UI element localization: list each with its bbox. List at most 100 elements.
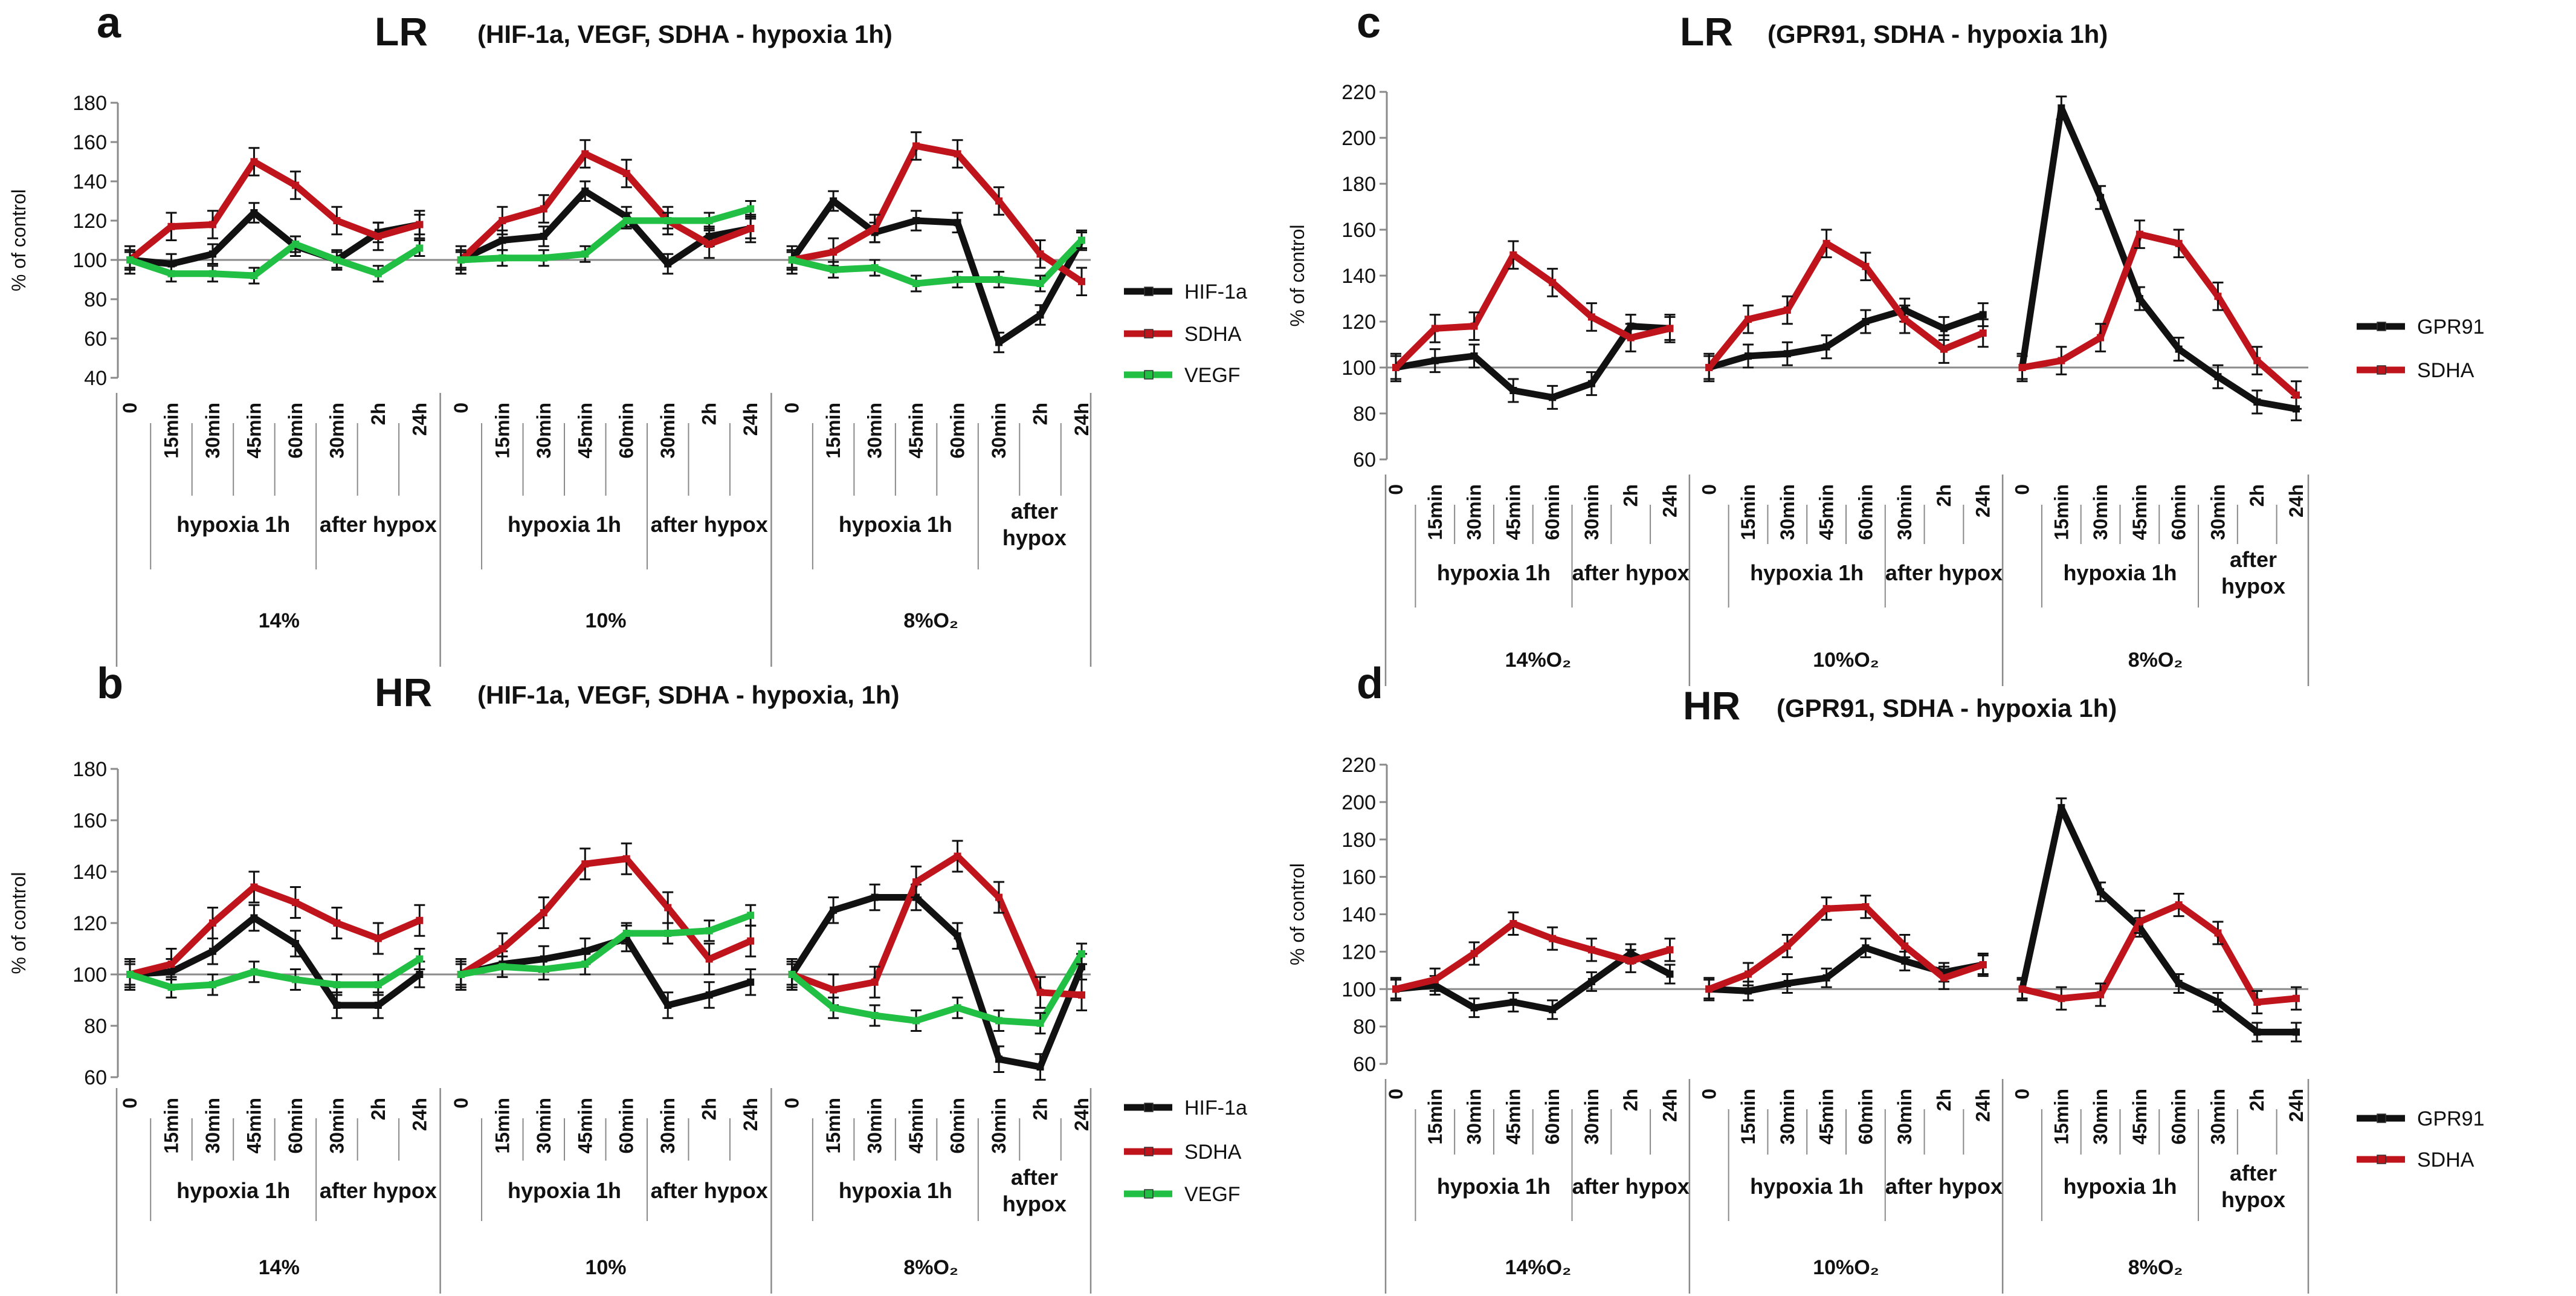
- x-tick-label: 2h: [2246, 1089, 2268, 1111]
- panel-title: (HIF-1a, VEGF, SDHA - hypoxia 1h): [477, 20, 893, 48]
- data-point: [664, 217, 672, 224]
- data-point: [1822, 343, 1830, 351]
- series-gpr91: [1390, 797, 2302, 1043]
- data-point: [1822, 974, 1830, 982]
- data-point: [995, 1055, 1003, 1063]
- y-tick-label: 160: [1341, 866, 1376, 889]
- data-point: [540, 254, 547, 262]
- x-tick-label: 30min: [1777, 484, 1798, 540]
- x-tick-label: 30min: [1581, 484, 1603, 540]
- data-point: [333, 1002, 341, 1009]
- data-point: [1549, 279, 1557, 287]
- data-point: [581, 860, 589, 868]
- data-point: [2058, 994, 2065, 1002]
- x-tick-label: 0: [1385, 484, 1407, 495]
- x-tick-label: 30min: [657, 1098, 679, 1153]
- y-tick-label: 40: [84, 367, 107, 390]
- data-point: [1862, 262, 1870, 270]
- series-line: [126, 915, 423, 1009]
- data-point: [457, 256, 465, 264]
- data-point: [912, 142, 920, 150]
- data-point: [2253, 357, 2261, 364]
- data-point: [499, 217, 506, 224]
- data-point: [954, 932, 961, 940]
- panel-group-label: LR: [375, 9, 428, 54]
- data-point: [1901, 942, 1909, 950]
- condition-label: 14%: [259, 1256, 300, 1279]
- data-point: [1431, 357, 1439, 364]
- data-point: [1745, 970, 1752, 978]
- panel-title: (HIF-1a, VEGF, SDHA - hypoxia, 1h): [477, 681, 900, 709]
- x-tick-label: 0: [2012, 1089, 2033, 1100]
- x-tick-label: 24h: [740, 1098, 761, 1131]
- data-point: [1470, 352, 1478, 360]
- x-tick-label: 15min: [1424, 484, 1446, 540]
- data-point: [1509, 251, 1517, 259]
- x-tick-label: 0: [1385, 1089, 1407, 1100]
- data-point: [2293, 994, 2300, 1002]
- data-point: [705, 991, 713, 999]
- data-point: [2214, 293, 2222, 300]
- x-tick-label: 0: [781, 1098, 803, 1109]
- x-tick-label: 15min: [2050, 484, 2072, 540]
- phase-label: after hypox: [1572, 560, 1690, 585]
- series-line: [457, 187, 754, 267]
- data-point: [2097, 991, 2105, 999]
- phase-label: hypoxia 1h: [1437, 560, 1551, 585]
- x-tick-label: 2h: [367, 403, 389, 425]
- data-point: [2253, 1028, 2261, 1036]
- data-point: [995, 339, 1003, 346]
- data-point: [1627, 957, 1635, 965]
- y-tick-label: 120: [1341, 311, 1376, 334]
- panel-title: (GPR91, SDHA - hypoxia 1h): [1777, 694, 2117, 722]
- condition-label: 10%O₂: [1813, 1256, 1879, 1279]
- legend-label: SDHA: [2417, 359, 2474, 382]
- legend-label: VEGF: [1184, 364, 1241, 387]
- series-line: [1705, 903, 1987, 993]
- x-tick-label: 24h: [1071, 1098, 1093, 1131]
- x-tick-label: 45min: [2129, 484, 2151, 540]
- data-point: [167, 983, 175, 991]
- data-point: [291, 899, 299, 906]
- legend-label: SDHA: [1184, 323, 1242, 346]
- data-point: [1666, 946, 1674, 954]
- x-tick-label: 30min: [988, 1098, 1010, 1153]
- legend-marker: [1144, 1103, 1154, 1112]
- y-tick-label: 60: [84, 328, 107, 351]
- data-point: [167, 961, 175, 968]
- data-point: [291, 940, 299, 947]
- x-tick-label: 60min: [285, 403, 306, 458]
- data-point: [540, 965, 547, 973]
- x-tick-label: 30min: [1464, 1089, 1485, 1144]
- condition-label: 10%O₂: [1813, 649, 1879, 672]
- data-point: [2175, 345, 2183, 353]
- series-line: [1705, 306, 1987, 371]
- y-tick-label: 100: [1341, 357, 1376, 380]
- condition-label: 8%O₂: [2128, 649, 2183, 672]
- data-point: [250, 883, 258, 891]
- data-point: [2214, 998, 2222, 1006]
- y-axis-label: % of control: [8, 189, 30, 291]
- x-tick-label: 30min: [1894, 484, 1916, 540]
- y-tick-label: 100: [1341, 978, 1376, 1001]
- x-tick-label: 60min: [1855, 1089, 1876, 1144]
- x-tick-label: 15min: [491, 1098, 513, 1153]
- data-point: [540, 233, 547, 240]
- data-point: [622, 855, 630, 863]
- x-tick-label: 15min: [2050, 1089, 2072, 1144]
- data-point: [912, 1017, 920, 1025]
- data-point: [2135, 918, 2143, 925]
- x-tick-label: 0: [781, 403, 803, 413]
- x-tick-label: 30min: [2207, 484, 2229, 540]
- data-point: [1940, 325, 1948, 332]
- data-point: [705, 217, 713, 224]
- y-tick-label: 120: [73, 210, 107, 233]
- legend-marker: [2377, 1113, 2386, 1123]
- x-tick-label: 2h: [2246, 484, 2268, 507]
- data-point: [995, 276, 1003, 284]
- data-point: [788, 971, 796, 978]
- data-point: [1822, 905, 1830, 913]
- x-tick-label: 2h: [1620, 484, 1642, 507]
- x-tick-label: 60min: [1541, 484, 1563, 540]
- y-tick-label: 140: [1341, 904, 1376, 927]
